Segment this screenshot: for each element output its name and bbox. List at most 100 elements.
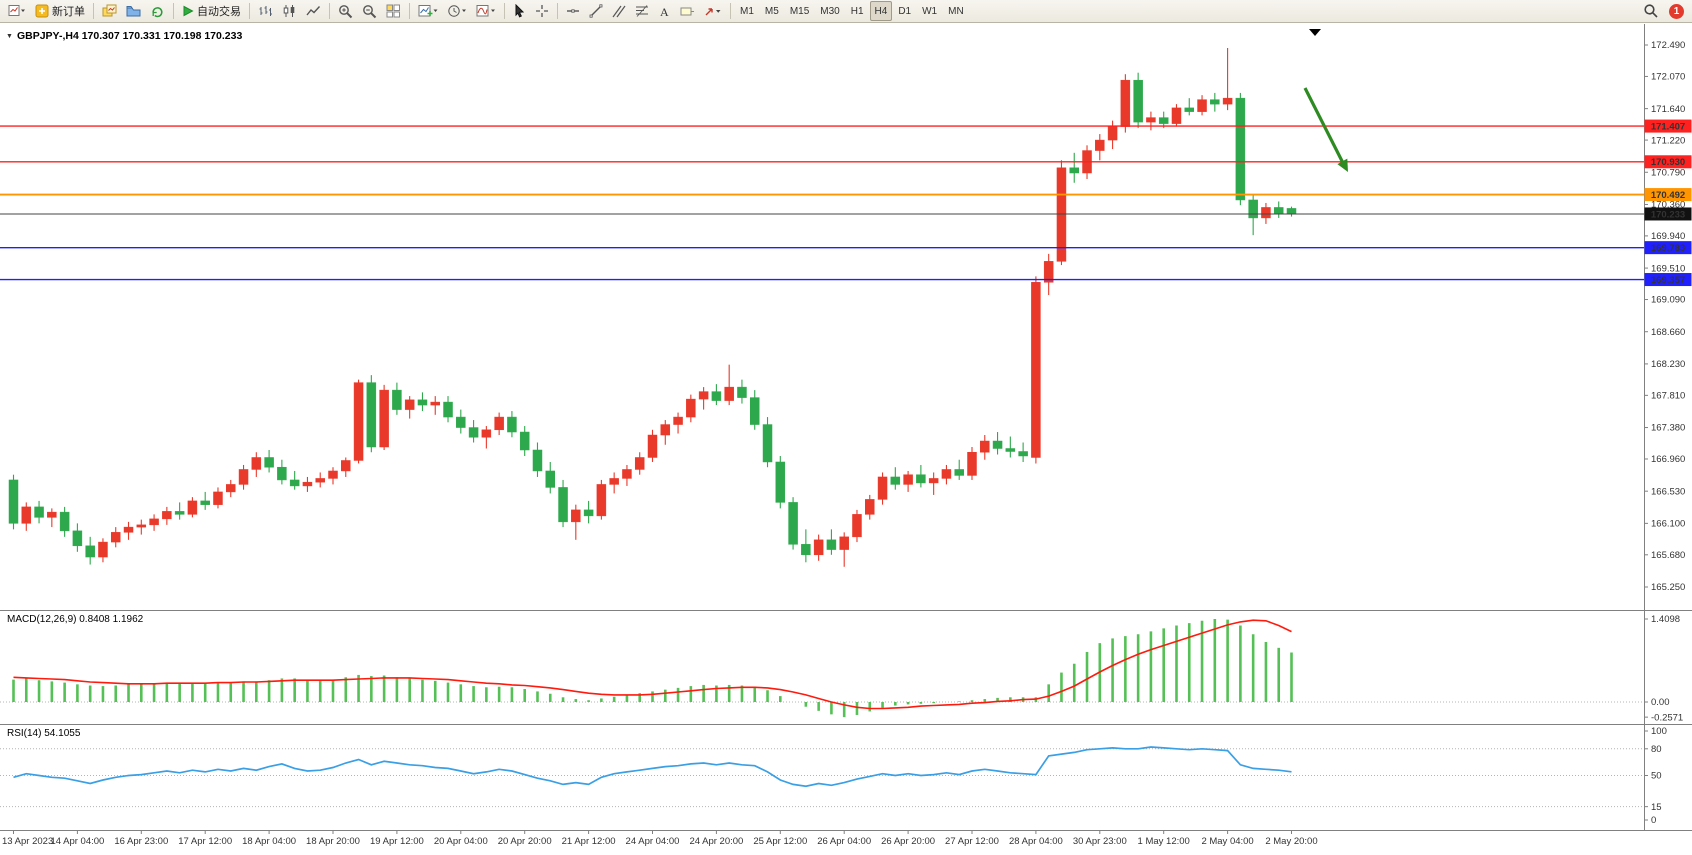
arrows-tool-button[interactable] [700, 1, 726, 21]
candle [545, 470, 556, 488]
auto-trading-button[interactable]: 自动交易 [178, 1, 245, 21]
timeframe-m30[interactable]: M30 [815, 1, 844, 21]
time-label: 28 Apr 04:00 [1009, 836, 1063, 847]
bar-chart-button[interactable] [254, 1, 277, 21]
candle [634, 457, 645, 470]
candle [366, 382, 377, 448]
candle [353, 382, 364, 461]
chart-window-icon [8, 4, 26, 18]
candle [571, 509, 581, 523]
chart-canvas[interactable]: 172.490 172.070 171.640 171.220 170.790 170.3… [0, 24, 1692, 855]
candle [21, 506, 32, 524]
profiles-folder-icon [126, 4, 141, 18]
level-price-label-text: 171.407 [1651, 121, 1685, 132]
candle [200, 500, 210, 505]
timeframe-m15[interactable]: M15 [785, 1, 814, 21]
period-selector-button[interactable] [443, 1, 471, 21]
chart-window: 172.490 172.070 171.640 171.220 170.790 170.3… [0, 24, 1692, 855]
text-tool-icon: A [658, 5, 671, 18]
search-button[interactable] [1639, 1, 1663, 21]
time-label: 26 Apr 20:00 [881, 836, 935, 847]
price-axis[interactable] [1644, 24, 1692, 830]
timeframe-w1[interactable]: W1 [917, 1, 942, 21]
candle [251, 457, 262, 470]
channel-tool-button[interactable] [608, 1, 630, 21]
candle [174, 511, 185, 515]
clock-icon [447, 4, 467, 18]
price-tick-label: 167.810 [1651, 391, 1685, 402]
price-tick-label: 170.360 [1651, 200, 1685, 211]
candle [519, 431, 530, 451]
candle [762, 424, 773, 463]
cursor-tool-button[interactable] [509, 1, 530, 21]
text-tool-button[interactable]: A [654, 1, 675, 21]
time-label: 19 Apr 12:00 [370, 836, 424, 847]
time-axis[interactable] [0, 830, 1692, 855]
trendline-icon [589, 4, 603, 18]
candlestick-icon [282, 4, 297, 18]
trendline-tool-button[interactable] [585, 1, 607, 21]
level-price-label [1644, 273, 1692, 287]
candle [532, 449, 543, 472]
candle [673, 416, 683, 425]
charts-stack-button[interactable] [98, 1, 121, 21]
charts-stack-icon [102, 4, 117, 18]
fibonacci-icon [635, 4, 649, 18]
line-chart-button[interactable] [302, 1, 325, 21]
chart-plot-area[interactable] [0, 24, 1644, 830]
indicators-button[interactable] [472, 1, 500, 21]
candle [59, 511, 70, 532]
zoom-in-button[interactable] [334, 1, 357, 21]
horizontal-line-tool-button[interactable] [562, 1, 584, 21]
candle [315, 478, 325, 483]
bar-chart-icon [258, 4, 273, 18]
crosshair-icon [535, 4, 549, 18]
candle [238, 469, 249, 485]
timeframe-mn[interactable]: MN [943, 1, 969, 21]
toolbar-separator [93, 3, 94, 19]
tile-windows-button[interactable] [382, 1, 405, 21]
candle [507, 416, 517, 433]
chart-menu-button[interactable] [4, 1, 30, 21]
timeframe-m5[interactable]: M5 [760, 1, 784, 21]
candle [1248, 199, 1258, 219]
label-tool-button[interactable] [676, 1, 699, 21]
timeframe-m1[interactable]: M1 [735, 1, 759, 21]
candle [47, 511, 57, 518]
new-order-button[interactable]: 新订单 [31, 1, 89, 21]
candle [1222, 97, 1233, 105]
time-label: 2 May 20:00 [1265, 836, 1317, 847]
candle [213, 491, 223, 505]
candlestick-chart-button[interactable] [278, 1, 301, 21]
zoom-out-button[interactable] [358, 1, 381, 21]
crosshair-tool-button[interactable] [531, 1, 553, 21]
trend-arrow-shaft[interactable] [1303, 87, 1345, 164]
timeframe-h1[interactable]: H1 [846, 1, 869, 21]
candle [890, 476, 901, 485]
candle [1210, 99, 1220, 105]
chart-shift-marker[interactable] [1309, 29, 1321, 36]
macd-tick-label: 1.4098 [1651, 614, 1680, 625]
candle [341, 460, 351, 472]
new-chart-button[interactable] [414, 1, 442, 21]
candle [34, 506, 44, 518]
time-label: 2 May 04:00 [1201, 836, 1253, 847]
candle [456, 416, 466, 428]
candle [72, 530, 83, 547]
notification-badge[interactable]: 1 [1669, 3, 1684, 19]
candle [698, 391, 709, 400]
time-label: 27 Apr 12:00 [945, 836, 999, 847]
refresh-button[interactable] [146, 1, 169, 21]
candle [954, 469, 964, 476]
fibonacci-tool-button[interactable] [631, 1, 653, 21]
timeframe-d1[interactable]: D1 [893, 1, 916, 21]
profiles-button[interactable] [122, 1, 145, 21]
timeframe-h4[interactable]: H4 [869, 1, 893, 21]
candle [1005, 448, 1016, 452]
tile-windows-icon [386, 4, 401, 18]
bid-price-label [1644, 207, 1692, 221]
candle [1273, 207, 1284, 214]
candle [226, 484, 236, 493]
price-tick-label: 168.660 [1651, 327, 1685, 338]
toolbar: 新订单 自动交易 [0, 0, 1692, 23]
